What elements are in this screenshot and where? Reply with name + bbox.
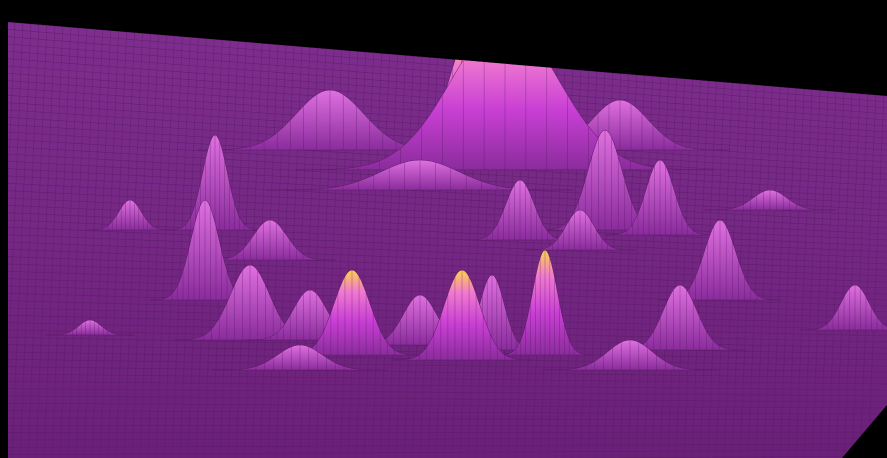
mesh-line xyxy=(75,22,97,458)
mesh-line xyxy=(8,410,887,415)
mesh-line xyxy=(283,22,305,458)
mesh-line xyxy=(51,22,73,458)
mesh-line xyxy=(8,455,887,458)
mesh-line xyxy=(395,22,417,458)
mesh-line xyxy=(387,22,409,458)
mesh-line xyxy=(8,425,887,427)
mesh-line xyxy=(8,22,17,458)
mesh-line xyxy=(355,22,377,458)
mesh-line xyxy=(8,431,887,433)
mesh-line xyxy=(8,381,887,391)
mesh-line xyxy=(8,388,887,397)
mesh-line xyxy=(323,22,345,458)
mesh-line xyxy=(419,22,441,458)
mesh-line xyxy=(347,22,369,458)
mesh-line xyxy=(43,22,65,458)
mesh-line xyxy=(331,22,353,458)
mesh-line xyxy=(307,22,329,458)
mesh-line xyxy=(8,36,887,109)
mesh-line xyxy=(427,22,449,458)
mesh-line xyxy=(8,197,887,241)
mesh-line xyxy=(8,437,887,441)
mesh-line xyxy=(8,29,887,103)
mesh-line xyxy=(8,417,887,421)
surface-peaks xyxy=(46,22,887,371)
mesh-line xyxy=(299,22,321,458)
mesh-line xyxy=(8,403,887,409)
mesh-line xyxy=(339,22,361,458)
mesh-line xyxy=(8,359,887,373)
mesh-line xyxy=(8,205,887,247)
mesh-line xyxy=(8,212,887,253)
mesh-line xyxy=(155,22,177,458)
mesh-line xyxy=(27,22,49,458)
mesh-line xyxy=(11,22,33,458)
mesh-line xyxy=(35,22,57,458)
mesh-line xyxy=(8,395,887,403)
mesh-line xyxy=(411,22,433,458)
mesh-line xyxy=(315,22,337,458)
mesh-line xyxy=(19,22,41,458)
mesh-line xyxy=(59,22,81,458)
mesh-line xyxy=(8,22,25,458)
mesh-line xyxy=(8,219,887,259)
mesh-line xyxy=(275,22,297,458)
mesh-line xyxy=(8,190,887,235)
mesh-line xyxy=(83,22,105,458)
mesh-line xyxy=(291,22,313,458)
mesh-line xyxy=(163,22,185,458)
mesh-line xyxy=(8,278,887,307)
mesh-line xyxy=(379,22,401,458)
mesh-line xyxy=(363,22,385,458)
mesh-line xyxy=(371,22,393,458)
mesh-line xyxy=(8,43,887,115)
mesh-line xyxy=(8,183,887,229)
mesh-line xyxy=(67,22,89,458)
mesh-line xyxy=(403,22,425,458)
mesh-line xyxy=(243,22,265,458)
